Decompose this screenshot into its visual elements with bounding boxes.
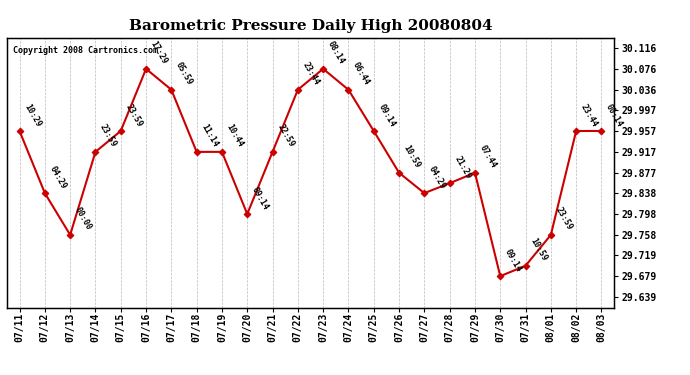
Text: 00:14: 00:14 <box>604 102 624 128</box>
Text: 23:44: 23:44 <box>301 61 321 87</box>
Point <box>469 170 480 176</box>
Point <box>191 149 202 155</box>
Point <box>495 273 506 279</box>
Point <box>520 263 531 269</box>
Point <box>217 149 228 155</box>
Text: 04:29: 04:29 <box>48 164 68 190</box>
Text: 09:14: 09:14 <box>250 185 270 211</box>
Point <box>571 128 582 134</box>
Point <box>39 190 50 196</box>
Text: 09:14: 09:14 <box>377 102 397 128</box>
Point <box>166 87 177 93</box>
Point <box>343 87 354 93</box>
Text: 00:00: 00:00 <box>73 206 93 232</box>
Point <box>444 180 455 186</box>
Text: 05:59: 05:59 <box>174 61 195 87</box>
Point <box>241 211 253 217</box>
Text: 23:59: 23:59 <box>553 206 574 232</box>
Point <box>596 128 607 134</box>
Point <box>90 149 101 155</box>
Text: 10:29: 10:29 <box>22 102 43 128</box>
Text: 04:29: 04:29 <box>427 164 447 190</box>
Point <box>14 128 25 134</box>
Text: 11:14: 11:14 <box>199 123 219 149</box>
Point <box>368 128 380 134</box>
Text: 17:29: 17:29 <box>149 40 169 66</box>
Text: 09:14: 09:14 <box>503 247 523 273</box>
Point <box>419 190 430 196</box>
Text: 23:59: 23:59 <box>124 102 144 128</box>
Text: 06:44: 06:44 <box>351 61 371 87</box>
Point <box>393 170 404 176</box>
Text: 10:44: 10:44 <box>225 123 245 149</box>
Point <box>545 232 556 238</box>
Text: Barometric Pressure Daily High 20080804: Barometric Pressure Daily High 20080804 <box>129 19 492 33</box>
Text: 10:59: 10:59 <box>529 237 549 263</box>
Text: 23:44: 23:44 <box>579 102 599 128</box>
Point <box>293 87 304 93</box>
Text: Copyright 2008 Cartronics.com: Copyright 2008 Cartronics.com <box>13 46 158 55</box>
Point <box>65 232 76 238</box>
Point <box>317 66 328 72</box>
Point <box>141 66 152 72</box>
Text: 07:44: 07:44 <box>477 144 498 170</box>
Text: 21:29: 21:29 <box>453 154 473 180</box>
Text: 10:59: 10:59 <box>402 144 422 170</box>
Point <box>267 149 278 155</box>
Point <box>115 128 126 134</box>
Text: 23:59: 23:59 <box>98 123 119 149</box>
Text: 22:59: 22:59 <box>275 123 295 149</box>
Text: 08:14: 08:14 <box>326 40 346 66</box>
